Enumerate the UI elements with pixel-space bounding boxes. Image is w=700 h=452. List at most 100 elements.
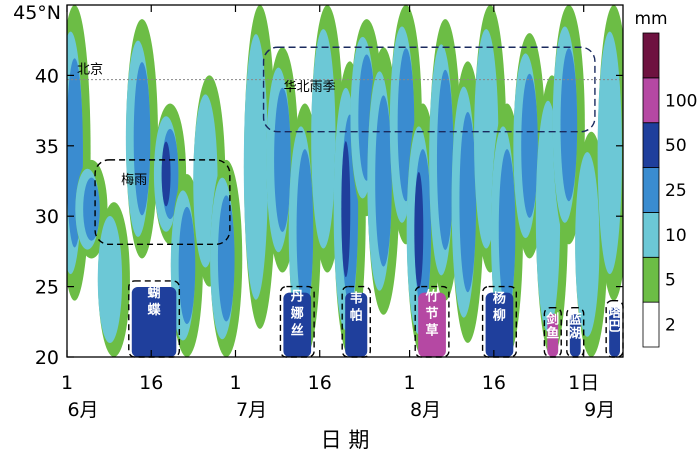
rain-band-level-3	[459, 112, 477, 293]
colorbar-unit: mm	[634, 9, 667, 29]
colorbar-level-label: 5	[665, 271, 676, 291]
typhoon-rain-core	[131, 286, 177, 357]
typhoon-box: 塔巴	[605, 299, 624, 358]
rain-band	[125, 19, 159, 259]
colorbar-level-label: 10	[665, 226, 687, 246]
rain-band	[367, 47, 400, 315]
typhoon-layer: 蝴蝶 丹娜丝 韦帕 竹节草 杨柳剑鱼蓝湖塔巴	[128, 280, 624, 358]
rain-band-level-3	[296, 149, 314, 312]
rain-band-level-2	[311, 29, 336, 249]
region-layer: 梅雨 华北雨季	[94, 46, 596, 246]
region-label: 华北雨季	[284, 80, 336, 95]
beijing-label: 北京	[77, 63, 103, 78]
typhoon-label: 剑鱼	[545, 312, 559, 342]
rain-band-level-4	[341, 141, 351, 278]
rain-band	[429, 19, 462, 301]
y-tick-label: 30	[35, 206, 59, 228]
rain-band-level-3	[133, 62, 151, 216]
typhoon-rain-core	[283, 292, 312, 357]
typhoon-outline	[279, 285, 315, 358]
typhoon-outline	[414, 285, 450, 358]
typhoon-rain-core	[569, 313, 581, 357]
typhoon-box: 杨柳	[481, 285, 517, 358]
x-tick-label: 16	[482, 372, 506, 394]
reference-line-layer: 北京	[67, 63, 623, 81]
rain-band-level-4	[161, 141, 171, 207]
region-box	[262, 46, 596, 133]
y-top-label: 45°N	[13, 2, 61, 24]
y-tick-label: 20	[35, 347, 59, 369]
rain-band-level-3	[178, 206, 196, 325]
x-tick-label: 16	[139, 372, 163, 394]
x-tick-label: 1	[229, 372, 241, 394]
typhoon-label: 竹节草	[425, 289, 439, 339]
colorbar-segment	[642, 256, 660, 303]
rain-band	[266, 47, 299, 273]
colorbar-segment	[642, 122, 660, 168]
typhoon-box: 蓝湖	[566, 307, 585, 358]
typhoon-box: 剑鱼	[543, 307, 562, 358]
rain-band	[597, 5, 623, 301]
typhoon-box: 韦帕	[341, 285, 371, 358]
y-tick-label: 25	[35, 277, 59, 299]
colorbar-level-label: 50	[665, 136, 687, 156]
colorbar-level-label: 100	[665, 91, 697, 111]
colorbar-segment	[642, 301, 660, 348]
x-axis-title: 日 期	[321, 428, 370, 452]
colorbar-segment	[642, 212, 660, 258]
rain-band-level-3	[217, 195, 235, 322]
rain-band-level-2	[243, 34, 269, 300]
typhoon-outline	[605, 299, 624, 358]
x-month-label: 6月	[67, 399, 98, 421]
rain-band-level-3	[436, 69, 454, 250]
x-month-label: 8月	[410, 399, 441, 421]
rain-band-level-3	[498, 149, 516, 312]
x-tick-label: 1	[61, 372, 73, 394]
typhoon-label: 杨柳	[493, 291, 506, 324]
region-box	[94, 159, 231, 246]
typhoon-box: 蝴蝶	[128, 280, 181, 358]
typhoon-rain-core	[547, 313, 559, 357]
colorbar-level-label: 2	[665, 316, 676, 336]
rain-band	[97, 202, 130, 357]
y-axis: 20 25 30 35 40 45°N	[13, 2, 623, 369]
typhoon-label: 蝴蝶	[148, 285, 162, 318]
rain-band-level-3	[375, 95, 392, 267]
typhoon-label: 蓝湖	[569, 312, 582, 342]
plot-frame	[66, 4, 624, 358]
typhoon-label: 塔巴	[608, 305, 622, 335]
y-tick-label: 40	[35, 65, 59, 87]
x-axis: 1 6月 16 1 7月 16 1 8月 16 1日 9月	[61, 5, 615, 421]
rain-band	[210, 159, 243, 357]
x-tick-label: 16	[308, 372, 332, 394]
typhoon-rain-core	[609, 306, 620, 357]
x-tick-label: 1日	[568, 372, 599, 394]
x-month-label: 9月	[584, 399, 615, 421]
rain-band-level-4	[414, 171, 424, 289]
x-month-label: 7月	[236, 399, 267, 421]
rain-band-level-3	[83, 177, 100, 241]
colorbar-segment	[642, 167, 660, 213]
colorbar-level-label: 25	[665, 181, 687, 201]
colorbar-segment	[642, 32, 660, 79]
x-tick-label: 1	[404, 372, 416, 394]
rain-band-level-3	[274, 87, 291, 232]
rain-band-level-2	[97, 216, 123, 344]
typhoon-label: 丹娜丝	[291, 290, 304, 339]
rain-band	[243, 5, 276, 329]
y-tick-label: 35	[35, 136, 59, 158]
region-label: 梅雨	[121, 173, 147, 188]
typhoon-box: 竹节草	[414, 285, 450, 358]
typhoon-box: 丹娜丝	[279, 285, 315, 358]
rain-band-level-3	[560, 48, 578, 202]
typhoon-rain-core	[418, 292, 446, 357]
rain-band-level-2	[597, 31, 622, 275]
typhoon-outline	[481, 285, 517, 358]
colorbar-segment	[642, 77, 660, 124]
typhoon-rain-core	[345, 292, 368, 357]
typhoon-rain-core	[485, 292, 514, 357]
rain-band	[67, 5, 91, 301]
rain-band-level-2	[575, 151, 600, 337]
